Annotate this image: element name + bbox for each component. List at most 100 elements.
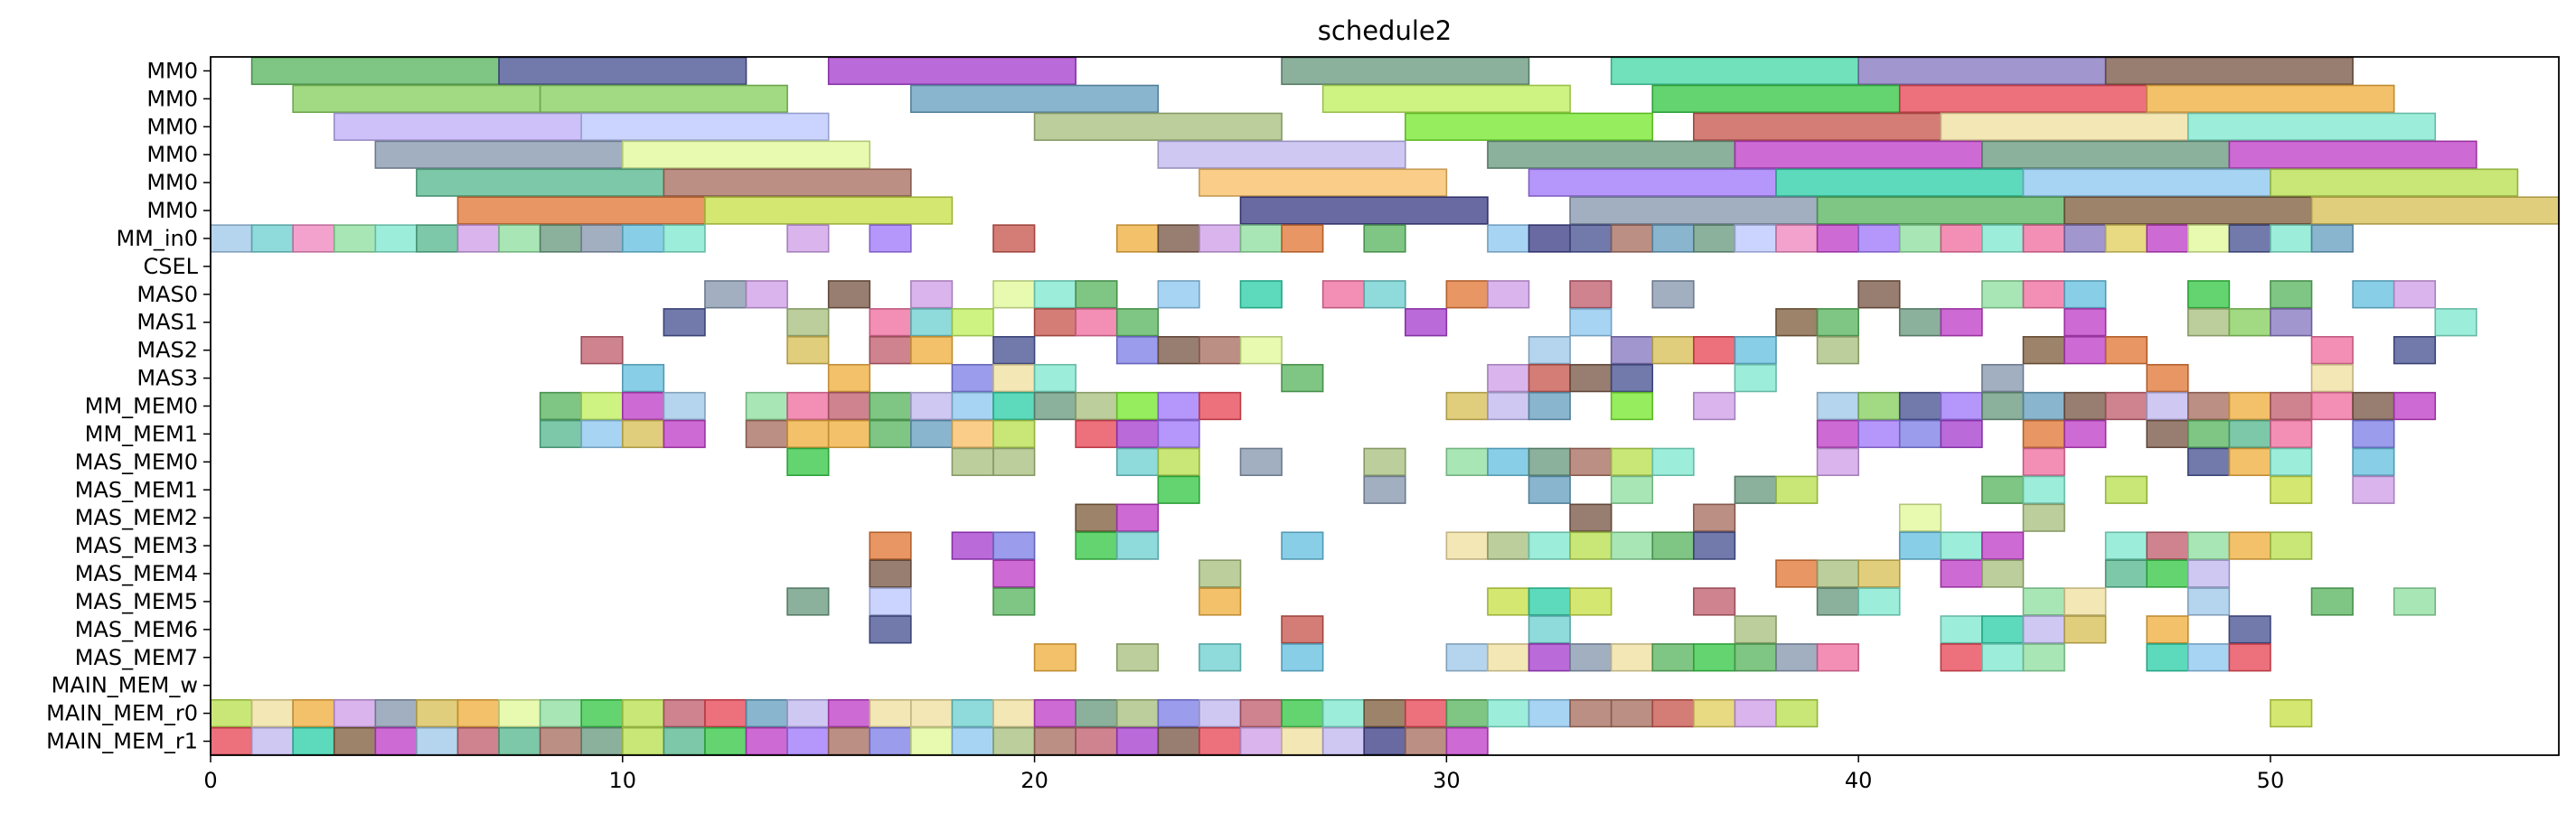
task-bar: [1693, 224, 1736, 253]
task-bar: [2022, 503, 2065, 532]
task-bar: [1239, 336, 1283, 365]
task-bar: [210, 698, 253, 728]
task-bar: [498, 224, 541, 253]
task-bar: [827, 419, 871, 449]
task-bar: [2352, 280, 2395, 309]
task-bar: [951, 726, 994, 756]
task-bar: [992, 726, 1036, 756]
task-bar: [1321, 84, 1571, 114]
task-bar: [456, 224, 500, 253]
task-bar: [2104, 56, 2354, 86]
task-bar: [2228, 447, 2271, 476]
task-bar: [1281, 698, 1324, 728]
task-bar: [1610, 391, 1654, 421]
task-bar: [1033, 643, 1076, 672]
task-bar: [992, 587, 1036, 616]
task-bar: [704, 726, 747, 756]
task-bar: [1940, 112, 2189, 141]
task-bar: [2270, 419, 2313, 449]
task-bar: [2186, 587, 2231, 616]
task-bar: [292, 698, 335, 728]
task-bar: [2104, 531, 2148, 560]
task-bar: [1281, 615, 1324, 644]
task-bar: [1199, 391, 1242, 421]
task-bar: [539, 698, 583, 728]
task-bar: [663, 224, 706, 253]
task-bar: [2270, 391, 2313, 421]
task-bar: [910, 698, 954, 728]
task-bar: [498, 56, 747, 86]
task-bar: [2186, 531, 2231, 560]
task-bar: [786, 391, 830, 421]
task-bar: [1610, 336, 1654, 365]
task-bar: [1775, 475, 1819, 504]
row-label: MAIN_MEM_w: [52, 673, 198, 698]
task-bar: [2228, 615, 2271, 644]
task-bar: [1115, 698, 1160, 728]
task-bar: [2310, 363, 2354, 393]
task-bar: [1363, 475, 1406, 504]
task-bar: [2146, 559, 2189, 588]
task-bar: [2228, 531, 2271, 560]
task-bar: [1445, 531, 1489, 560]
task-bar: [1404, 698, 1448, 728]
task-bar: [1981, 224, 2025, 253]
task-bar: [1898, 224, 1942, 253]
task-bar: [1199, 698, 1242, 728]
task-bar: [2146, 531, 2189, 560]
task-bar: [2228, 308, 2271, 337]
task-bar: [1487, 531, 1530, 560]
task-bar: [1734, 698, 1777, 728]
task-bar: [1115, 308, 1160, 337]
task-bar: [1981, 615, 2025, 644]
task-bar: [992, 363, 1036, 393]
task-bar: [1775, 559, 1819, 588]
task-bar: [2022, 447, 2065, 476]
task-bar: [1693, 643, 1736, 672]
task-bar: [663, 698, 706, 728]
x-tick-label: 10: [609, 768, 637, 793]
task-bar: [663, 168, 912, 197]
task-bar: [333, 726, 377, 756]
task-bar: [1528, 643, 1571, 672]
task-bar: [1445, 698, 1489, 728]
task-bar: [2186, 391, 2231, 421]
task-bar: [456, 726, 500, 756]
task-bar: [292, 726, 335, 756]
row-label: MM0: [146, 142, 198, 167]
task-bar: [2228, 643, 2271, 672]
task-bar: [1075, 531, 1118, 560]
task-bar: [1569, 531, 1612, 560]
task-bar: [1857, 224, 1901, 253]
task-bar: [210, 726, 253, 756]
task-bar: [910, 84, 1160, 114]
task-bar: [1569, 280, 1612, 309]
task-bar: [2064, 224, 2107, 253]
task-bar: [1033, 280, 1076, 309]
task-bar: [580, 112, 830, 141]
task-bar: [2146, 84, 2395, 114]
task-bar: [1157, 391, 1200, 421]
task-bar: [786, 308, 830, 337]
task-bar: [416, 726, 459, 756]
task-bar: [827, 726, 871, 756]
task-bar: [374, 224, 418, 253]
x-tick-label: 0: [203, 768, 217, 793]
task-bar: [1528, 168, 1777, 197]
task-bar: [1363, 726, 1406, 756]
task-bar: [869, 391, 912, 421]
row-label: MAS_MEM2: [75, 505, 198, 530]
row-label: MM_MEM0: [85, 394, 198, 419]
task-bar: [2228, 224, 2271, 253]
task-bar: [2022, 475, 2065, 504]
task-bar: [2146, 224, 2189, 253]
task-bar: [1610, 531, 1654, 560]
task-bar: [1487, 391, 1530, 421]
task-bar: [621, 698, 665, 728]
task-bar: [1033, 698, 1076, 728]
task-bar: [2270, 224, 2313, 253]
task-bar: [1528, 391, 1571, 421]
task-bar: [1898, 84, 2148, 114]
task-bar: [1981, 363, 2025, 393]
task-bar: [1363, 698, 1406, 728]
